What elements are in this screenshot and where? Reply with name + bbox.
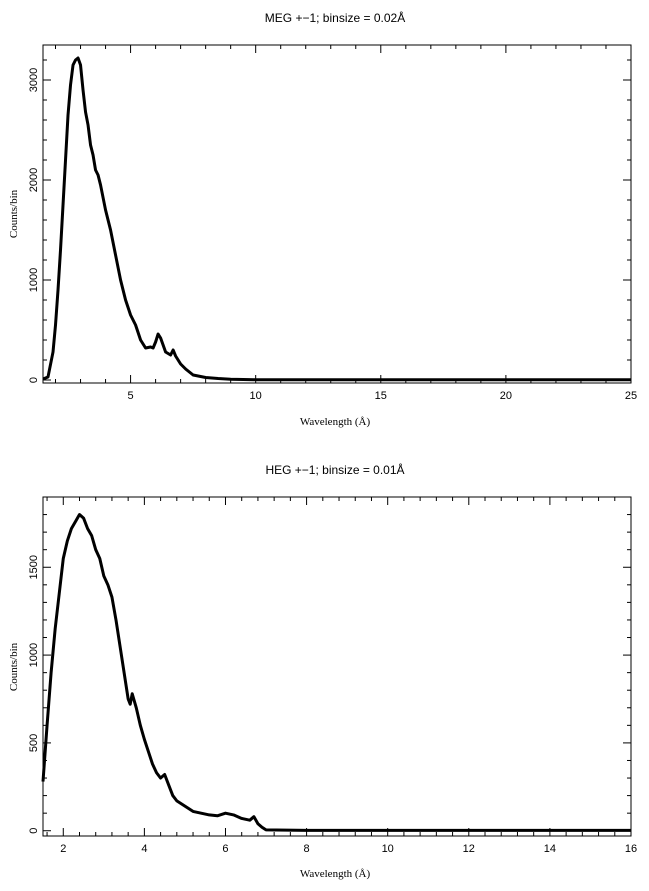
heg-spectrum-line	[41, 513, 631, 832]
tick-marks	[43, 496, 632, 836]
plot-frame	[42, 496, 632, 837]
y-tick-label: 1500	[28, 555, 40, 579]
x-tick-label: 10	[250, 390, 262, 402]
x-tick-label: 15	[375, 390, 387, 402]
tick-marks	[43, 45, 632, 383]
plot-frame	[42, 44, 632, 384]
meg-chart: MEG +−1; binsize = 0.02Å 5 10 15 20 25 0 1000 2…	[8, 10, 637, 428]
y-tick-label: 0	[28, 828, 40, 834]
chart-title: HEG +−1; binsize = 0.01Å	[265, 462, 404, 477]
x-tick-label: 20	[500, 390, 512, 402]
x-tick-label: 6	[222, 843, 228, 855]
meg-spectrum-line	[42, 56, 631, 382]
x-tick-label: 5	[128, 390, 134, 402]
tick-labels: 2 4 6 8 10 12 14 16 0 500 1000 1500	[28, 555, 637, 855]
y-tick-label: 1000	[28, 643, 40, 667]
x-tick-label: 25	[625, 390, 637, 402]
x-axis-label: Wavelength (Å)	[300, 868, 371, 880]
x-tick-label: 8	[304, 843, 310, 855]
y-tick-label: 1000	[28, 268, 40, 292]
y-tick-label: 2000	[28, 168, 40, 192]
x-axis-label: Wavelength (Å)	[300, 416, 371, 428]
y-tick-label: 3000	[28, 68, 40, 92]
x-tick-label: 16	[625, 843, 637, 855]
x-tick-label: 12	[463, 843, 475, 855]
x-tick-label: 14	[544, 843, 556, 855]
heg-chart: HEG +−1; binsize = 0.01Å 2 4 6 8 10 12 14 16 0 50…	[8, 462, 637, 880]
y-tick-label: 500	[28, 734, 40, 752]
x-tick-label: 10	[382, 843, 394, 855]
chart-title: MEG +−1; binsize = 0.02Å	[265, 10, 405, 25]
y-tick-label: 0	[28, 377, 40, 383]
tick-labels: 5 10 15 20 25 0 1000 2000 3000	[28, 68, 637, 402]
x-tick-label: 2	[60, 843, 66, 855]
y-axis-label: Counts/bin	[8, 189, 20, 238]
y-axis-label: Counts/bin	[8, 642, 20, 691]
x-tick-label: 4	[141, 843, 147, 855]
